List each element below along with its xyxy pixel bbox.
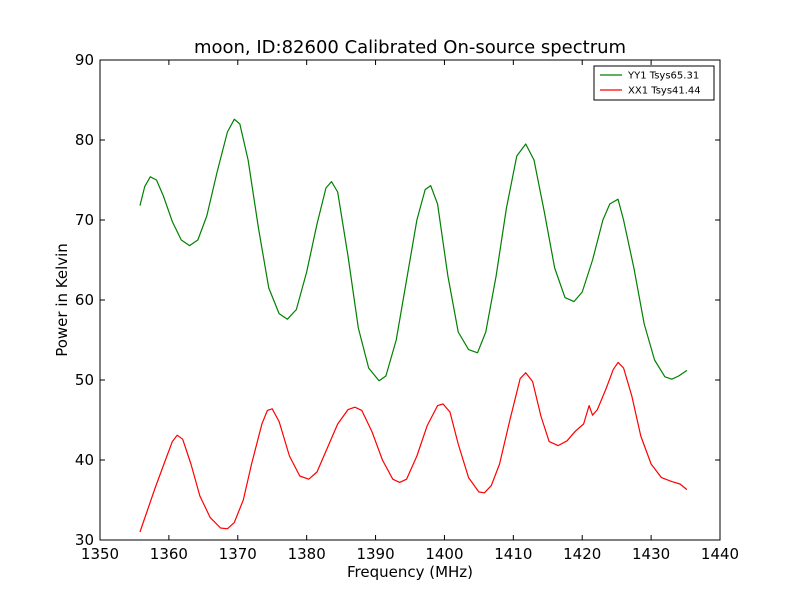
y-axis-label: Power in Kelvin — [53, 243, 71, 357]
x-tick-label: 1360 — [150, 545, 188, 563]
legend-label: XX1 Tsys41.44 — [628, 86, 701, 97]
x-tick-label: 1440 — [701, 545, 739, 563]
y-tick-label: 30 — [75, 531, 94, 549]
y-tick-label: 40 — [75, 451, 94, 469]
x-axis-label: Frequency (MHz) — [347, 563, 473, 581]
plot-frame — [99, 59, 721, 541]
legend-label: YY1 Tsys65.31 — [627, 71, 699, 82]
x-tick-label: 1400 — [425, 545, 463, 563]
y-tick-label: 50 — [75, 371, 94, 389]
plot-area — [99, 59, 721, 541]
y-tick-label: 60 — [75, 291, 94, 309]
y-tick-label: 70 — [75, 211, 94, 229]
chart-title: moon, ID:82600 Calibrated On-source spec… — [194, 37, 626, 58]
y-tick-label: 80 — [75, 131, 94, 149]
x-tick-label: 1380 — [288, 545, 326, 563]
x-tick-label: 1410 — [494, 545, 532, 563]
legend: YY1 Tsys65.31 XX1 Tsys41.44 — [593, 65, 715, 101]
series-line-yy1 — [139, 118, 688, 382]
x-tick-label: 1370 — [219, 545, 257, 563]
legend-box — [593, 65, 715, 101]
x-tick-label: 1350 — [81, 545, 119, 563]
x-tick-label: 1430 — [632, 545, 670, 563]
x-tick-label: 1390 — [356, 545, 394, 563]
x-tick-label: 1420 — [563, 545, 601, 563]
ticks-layer: 1350 1360 1370 1380 1390 1400 1410 1420 1430 1440… — [75, 51, 739, 563]
series-layer — [139, 118, 688, 533]
y-tick-label: 90 — [75, 51, 94, 69]
series-line-xx1 — [139, 361, 688, 533]
